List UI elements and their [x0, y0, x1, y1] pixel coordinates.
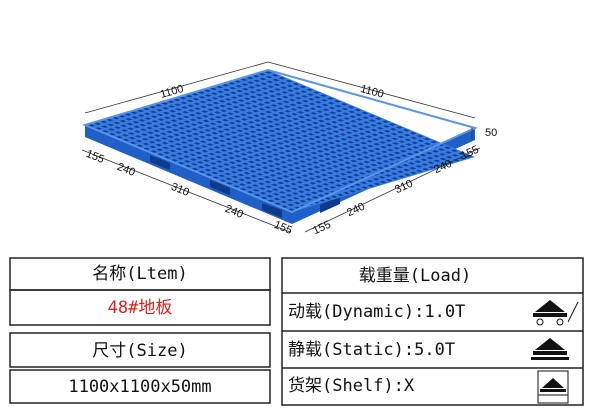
size-value: 1100x1100x50mm — [68, 377, 211, 397]
name-value: 48#地板 — [108, 298, 173, 318]
load-header: 载重量(Load) — [359, 266, 471, 286]
dimension-label: 155 — [459, 144, 481, 163]
dimension-lines — [81, 61, 481, 233]
name-header: 名称(Ltem) — [92, 264, 187, 284]
dimension-label: 1100 — [359, 83, 385, 101]
load-table — [281, 257, 584, 406]
size-header: 尺寸(Size) — [92, 341, 187, 361]
dynamic-icon — [533, 300, 579, 326]
dimension-label: 310 — [169, 181, 191, 199]
pallet — [82, 68, 478, 224]
shelf-icon — [537, 370, 569, 404]
dimension-label: 50 — [485, 127, 497, 139]
dimension-label: 240 — [345, 201, 367, 220]
dimension-label: 155 — [84, 148, 106, 166]
dimension-label: 155 — [311, 219, 333, 238]
static-icon — [531, 338, 569, 360]
load-row: 货架(Shelf):X — [288, 376, 415, 396]
load-row: 静载(Static):5.0T — [288, 340, 455, 360]
name-table — [9, 257, 271, 404]
dimension-label: 240 — [223, 203, 245, 221]
load-row: 动载(Dynamic):1.0T — [288, 302, 465, 322]
dimension-label: 240 — [115, 161, 137, 179]
